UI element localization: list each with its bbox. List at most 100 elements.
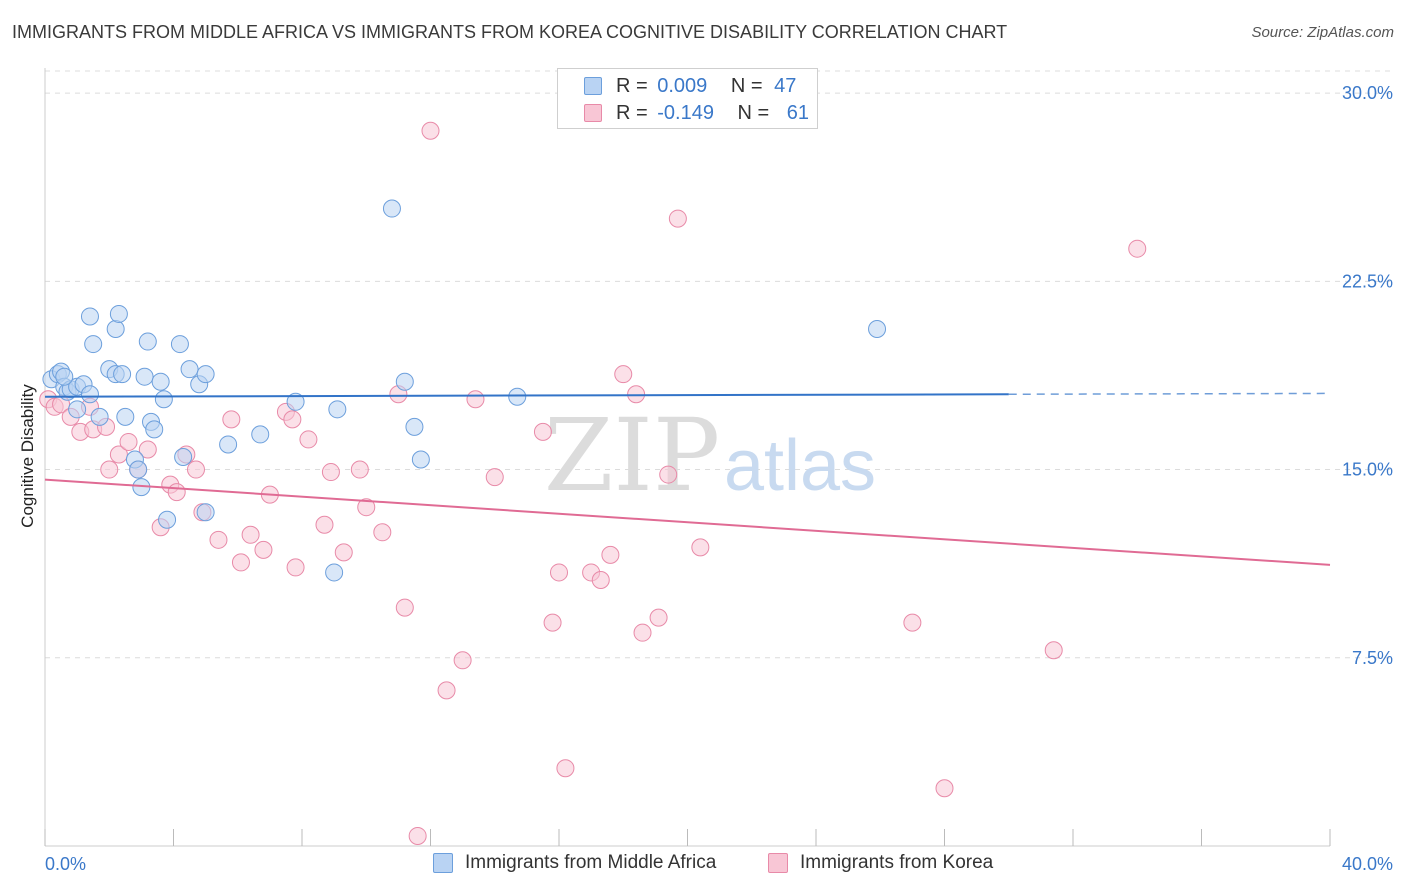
middle-africa-point	[325, 563, 344, 582]
korea-point	[254, 540, 273, 559]
korea-point	[315, 515, 334, 534]
korea-point	[373, 523, 392, 542]
korea-point	[1044, 641, 1063, 660]
middle-africa-point	[411, 450, 430, 469]
middle-africa-point	[196, 503, 215, 522]
korea-point	[350, 460, 369, 479]
middle-africa-point	[395, 372, 414, 391]
r-value: -0.149	[657, 102, 714, 124]
korea-point	[321, 463, 340, 482]
korea-point	[437, 681, 456, 700]
axes	[44, 68, 1331, 847]
korea-point	[691, 538, 710, 557]
legend-label: Immigrants from Middle Africa	[465, 852, 717, 873]
middle-africa-point	[113, 365, 132, 384]
pink-swatch	[584, 104, 602, 122]
korea-point	[408, 826, 427, 845]
middle-africa-point	[84, 335, 103, 354]
korea-point	[167, 483, 186, 502]
korea-point	[649, 608, 668, 627]
legend-label: Immigrants from Korea	[800, 852, 994, 873]
watermark: ZIP atlas	[544, 397, 876, 514]
middle-africa-point	[328, 400, 347, 419]
middle-africa-point	[158, 510, 177, 529]
n-value: 47	[774, 75, 797, 97]
korea-point	[935, 779, 954, 798]
y-tick-label: 7.5%	[1352, 648, 1393, 668]
x-tick-label: 0.0%	[45, 854, 86, 874]
n-label: N =	[737, 102, 770, 124]
korea-point	[299, 430, 318, 449]
korea-point	[633, 623, 652, 642]
korea-point	[550, 563, 568, 582]
r-label: R =	[616, 102, 648, 124]
korea-point	[119, 432, 138, 451]
korea-point	[903, 613, 922, 632]
watermark-atlas: atlas	[724, 426, 876, 506]
middle-africa-point	[174, 448, 193, 466]
korea-point	[100, 460, 119, 479]
korea-point	[357, 498, 376, 517]
korea-point	[222, 410, 241, 429]
korea-point	[591, 570, 610, 589]
korea-point	[421, 121, 440, 140]
chart-title: IMMIGRANTS FROM MIDDLE AFRICA VS IMMIGRA…	[12, 22, 1008, 42]
middle-africa-point	[138, 332, 157, 351]
middle-africa-point	[109, 304, 128, 323]
korea-point	[659, 465, 678, 484]
middle-africa-point	[80, 385, 99, 404]
r-value: 0.009	[657, 75, 708, 97]
korea-point	[138, 440, 157, 459]
middle-africa-point	[80, 307, 99, 326]
korea-point	[334, 543, 353, 562]
middle-africa-point	[68, 400, 87, 419]
middle-africa-point	[405, 417, 424, 436]
korea-trend-line	[44, 478, 1331, 566]
trend-lines	[44, 392, 1331, 566]
korea-point	[395, 598, 414, 617]
korea-point	[485, 468, 504, 487]
middle-africa-point	[106, 320, 125, 339]
source-label: Source: ZipAtlas.com	[1251, 24, 1394, 41]
middle-africa-point	[135, 367, 154, 386]
middle-africa-point	[170, 335, 189, 354]
middle-africa-point	[145, 420, 164, 439]
legend-stats-middle-africa: R = 0.009 N = 47	[616, 75, 796, 98]
middle-africa-point	[868, 320, 887, 339]
korea-point	[668, 209, 687, 228]
stats-legend: R = 0.009 N = 47 R = -0.149 N = 61	[557, 68, 818, 129]
korea-point	[601, 545, 620, 564]
korea-point	[231, 553, 250, 572]
watermark-zip: ZIP	[544, 397, 720, 514]
blue-swatch	[433, 853, 453, 873]
korea-point	[1128, 239, 1147, 258]
korea-point	[241, 525, 260, 544]
korea-point	[186, 460, 205, 479]
middle-africa-point	[382, 199, 401, 218]
middle-africa-point	[154, 390, 173, 409]
korea-point	[109, 445, 128, 464]
middle-africa-point	[129, 460, 148, 479]
middle-africa-points	[42, 199, 887, 582]
korea-point	[453, 651, 472, 670]
middle-africa-point	[180, 360, 199, 379]
n-value: 61	[786, 102, 810, 124]
korea-point	[283, 410, 302, 429]
legend-stats-korea: R = -0.149 N = 61	[616, 102, 809, 125]
middle-africa-point	[251, 425, 270, 444]
x-tick-label: 40.0%	[1342, 854, 1393, 874]
blue-swatch	[584, 77, 602, 95]
n-label: N =	[730, 75, 763, 97]
y-tick-label: 15.0%	[1342, 460, 1393, 480]
korea-point	[543, 613, 562, 632]
y-tick-label: 30.0%	[1342, 83, 1393, 103]
y-tick-label: 22.5%	[1342, 271, 1393, 291]
middle-africa-point	[55, 367, 74, 386]
korea-point	[466, 390, 485, 409]
korea-point	[286, 558, 305, 577]
middle-africa-point	[90, 407, 109, 426]
middle-africa-point	[508, 387, 527, 406]
grid-lines	[45, 70, 1392, 659]
korea-point	[614, 365, 633, 384]
